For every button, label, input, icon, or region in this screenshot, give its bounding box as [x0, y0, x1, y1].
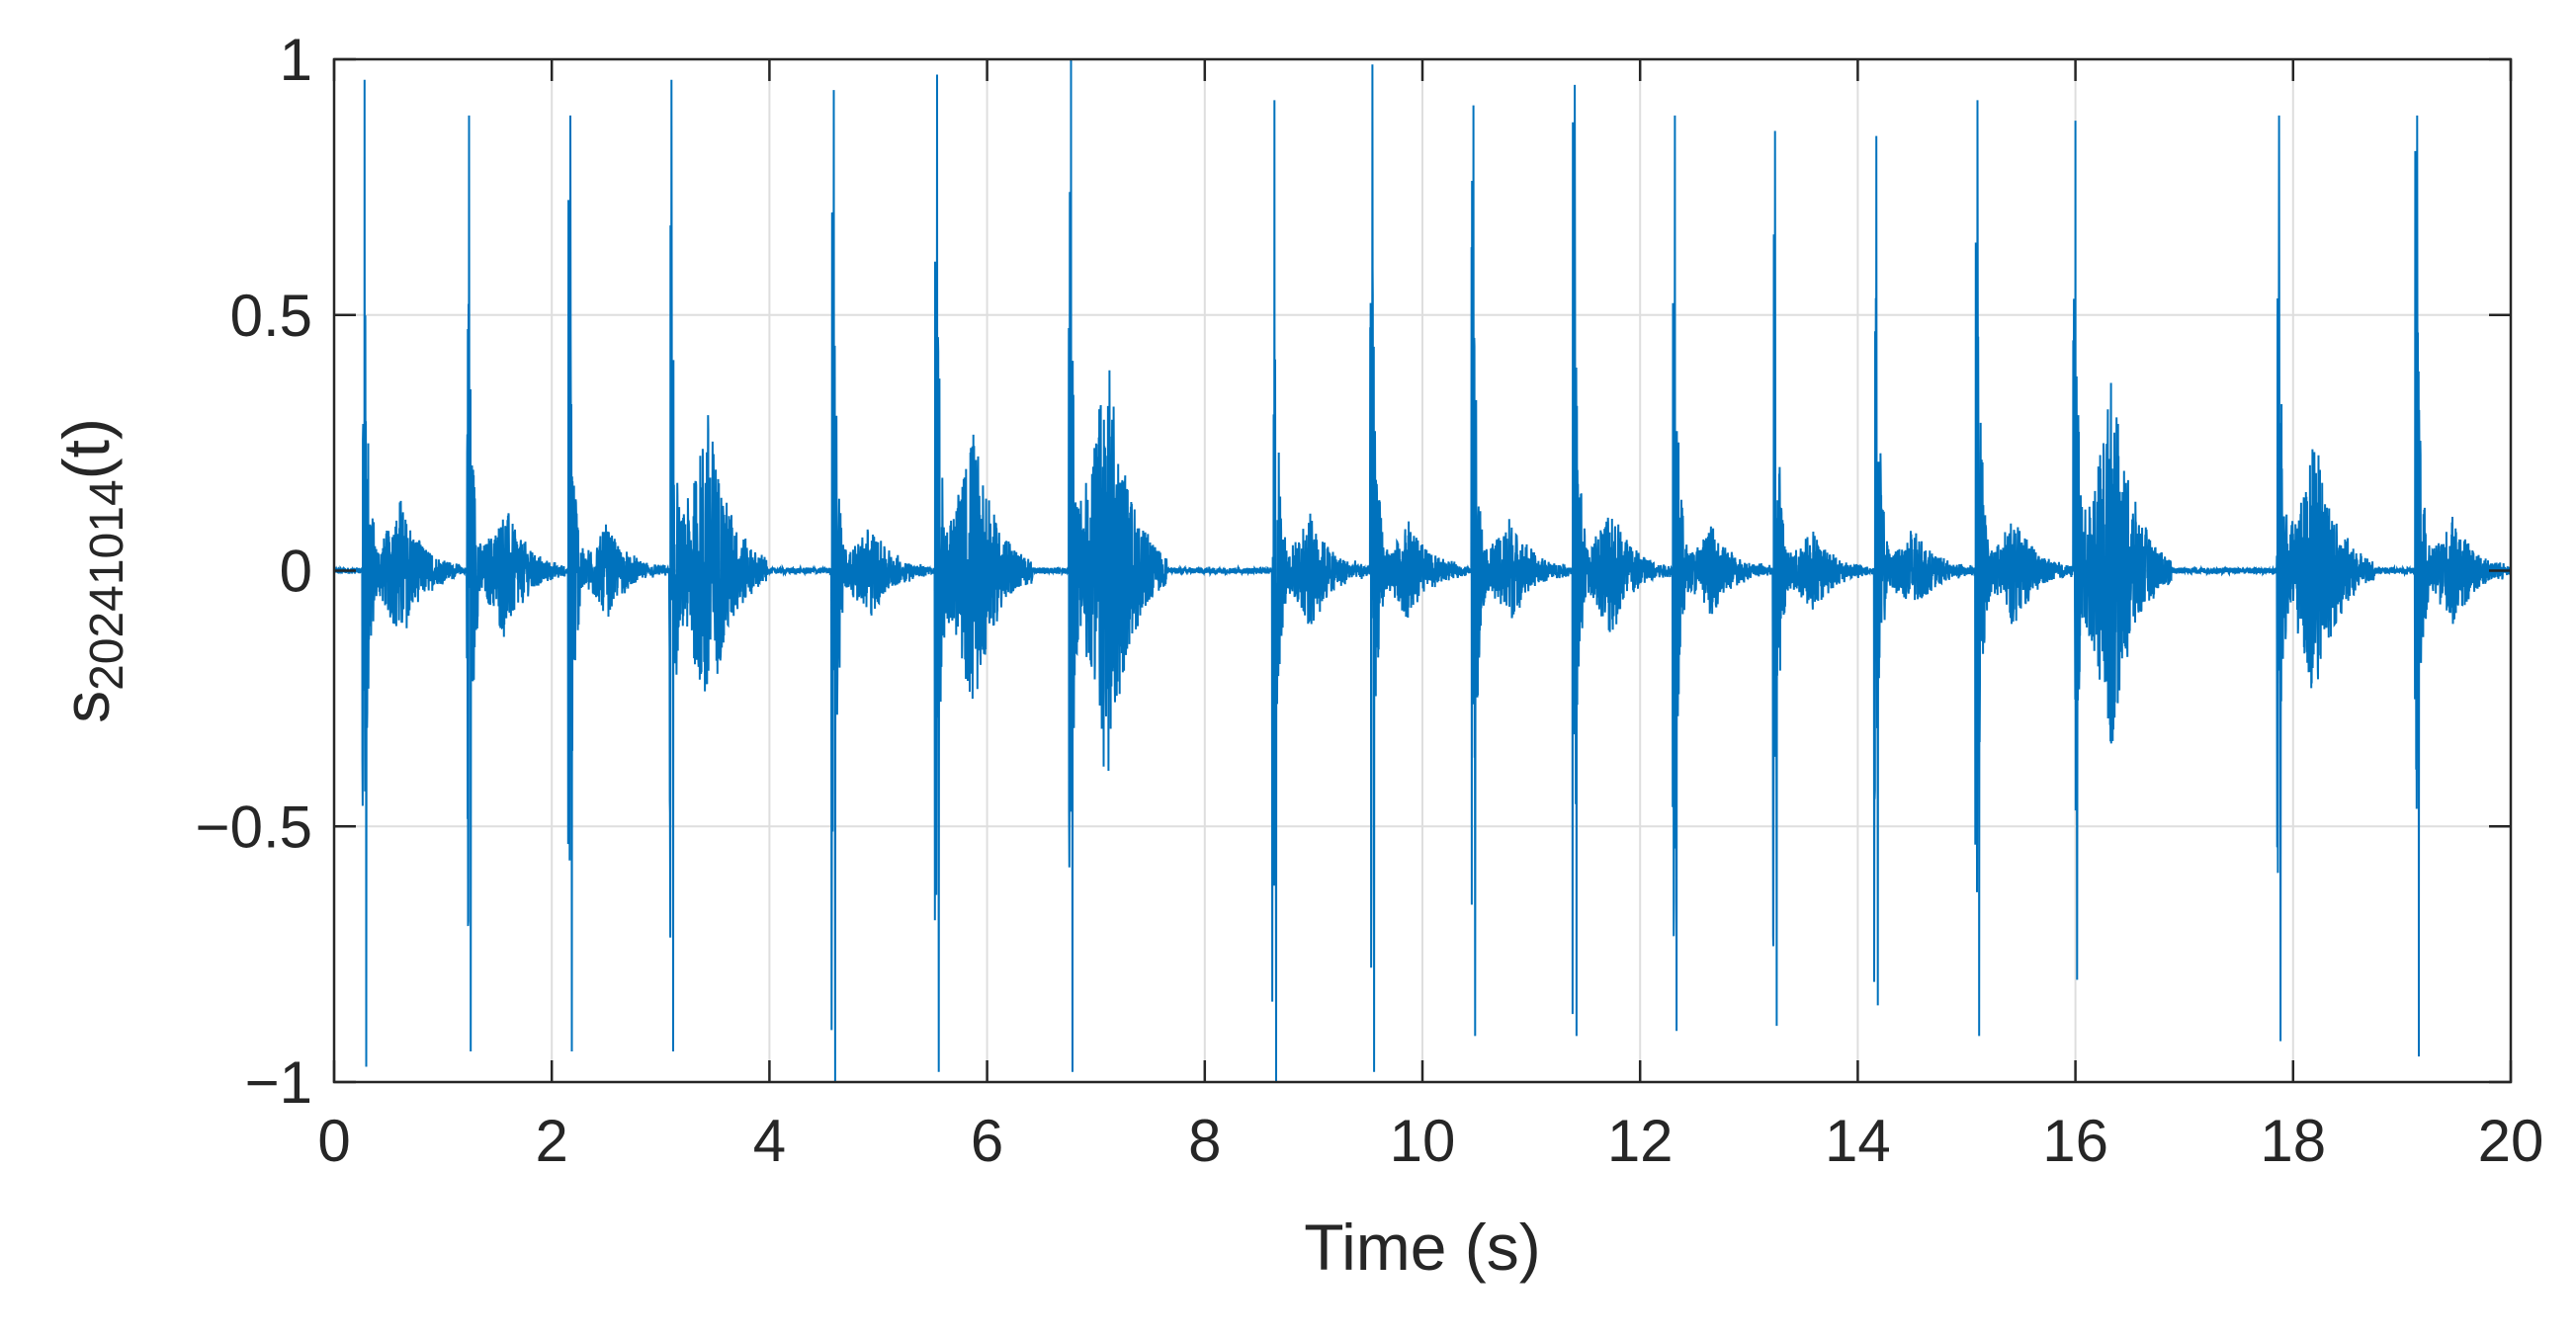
x-axis-label: Time (s)	[1304, 1211, 1541, 1284]
x-tick-label: 8	[1188, 1108, 1221, 1174]
y-tick-label: 0	[280, 539, 312, 605]
x-tick-label: 4	[753, 1108, 786, 1174]
signal-line	[333, 58, 2512, 1083]
x-tick-label: 10	[1390, 1108, 1456, 1174]
y-axis-label-base: s	[49, 691, 123, 723]
signal-trace	[333, 58, 2512, 1083]
y-tick-label: 1	[280, 27, 312, 93]
x-tick-label: 6	[971, 1108, 1003, 1174]
y-tick-label: −0.5	[196, 794, 312, 860]
x-tick-label: 2	[536, 1108, 568, 1174]
x-tick-label: 20	[2478, 1108, 2544, 1174]
y-tick-labels: −1 −0.5 0 0.5 1	[196, 27, 312, 1116]
x-tick-label: 16	[2042, 1108, 2108, 1174]
y-tick-label: 0.5	[230, 283, 312, 349]
x-tick-label: 12	[1607, 1108, 1674, 1174]
y-tick-label: −1	[245, 1049, 312, 1116]
x-tick-label: 14	[1825, 1108, 1891, 1174]
y-axis-label-subscript: 20241014	[81, 479, 133, 691]
y-axis-label: s20241014(t)	[49, 418, 133, 723]
x-tick-label: 0	[317, 1108, 350, 1174]
x-tick-labels: 0 2 4 6 8 10 12 14 16 18 20	[317, 1108, 2543, 1174]
x-tick-label: 18	[2260, 1108, 2326, 1174]
y-axis-label-suffix: (t)	[49, 418, 123, 479]
axis-ticks	[332, 57, 2513, 1084]
